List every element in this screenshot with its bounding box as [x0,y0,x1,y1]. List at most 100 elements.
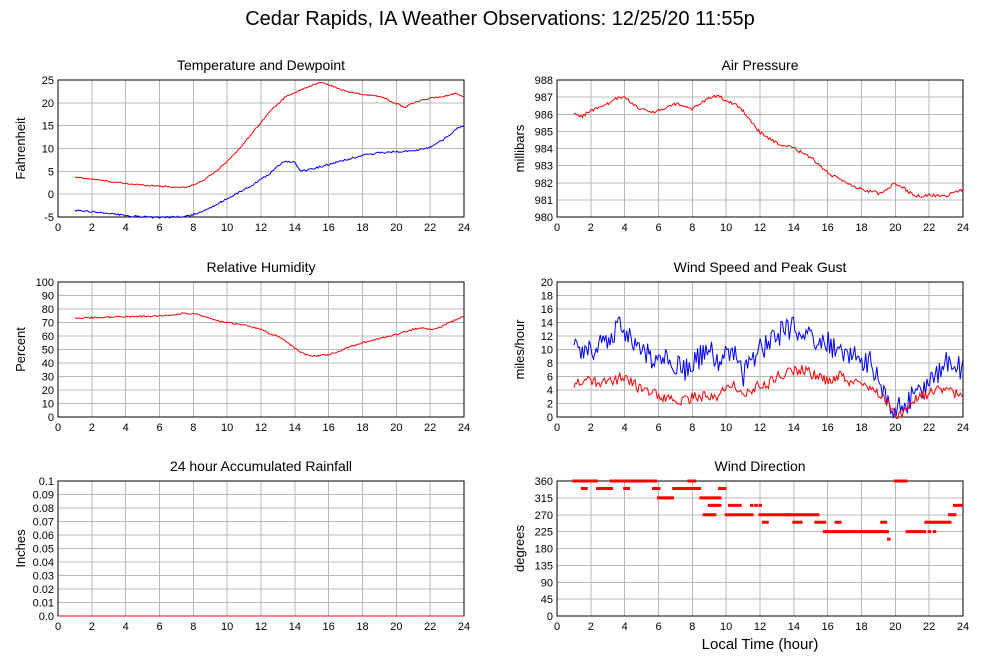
direction-point [924,520,928,524]
direction-point [646,479,650,483]
x-tick-label: 24 [957,621,969,633]
x-tick-label: 24 [957,422,969,434]
x-tick-label: 12 [754,222,766,234]
y-tick-label: 40 [42,358,54,370]
direction-point [813,513,817,517]
direction-point [653,479,658,483]
direction-point [810,513,814,517]
chart-title: 24 hour Accumulated Rainfall [170,458,352,474]
direction-point [932,530,937,534]
x-tick-label: 16 [323,621,335,633]
direction-point [720,487,724,490]
x-tick-label: 10 [221,422,233,434]
direction-point [799,520,803,524]
x-tick-label: 16 [822,422,834,434]
direction-point [947,520,952,524]
direction-point [841,530,845,534]
direction-point [633,479,638,483]
x-tick-label: 16 [323,222,335,234]
x-tick-label: 12 [255,222,267,234]
x-tick-label: 20 [889,422,901,434]
plot-frame [57,79,465,218]
y-tick-label: 10 [42,144,54,156]
x-tick-label: 10 [720,222,732,234]
series-line-2 [573,364,963,419]
y-tick-label: 60 [42,331,54,343]
direction-point [836,530,841,534]
y-tick-label: 0.0 [39,611,54,623]
y-tick-label: 225 [535,527,553,539]
x-tick-label: 8 [190,621,196,633]
direction-point [710,513,714,517]
direction-point [827,530,831,534]
x-tick-label: 4 [123,222,129,234]
y-tick-label: 16 [541,304,553,316]
direction-point [741,513,746,517]
x-tick-label: 8 [689,621,695,633]
plot-area [573,94,963,198]
x-tick-label: 18 [356,621,368,633]
direction-point [727,513,731,517]
direction-point [829,530,834,534]
direction-point [724,513,729,517]
y-tick-label: 983 [535,161,553,173]
direction-point [657,496,661,500]
direction-point [690,487,695,490]
x-tick-label: 2 [588,422,594,434]
direction-point [758,503,762,507]
direction-point [822,530,827,534]
direction-point [899,479,904,483]
y-tick-label: 70 [42,318,54,330]
y-tick-label: 100 [36,277,54,289]
direction-point [758,513,762,517]
direction-point [701,496,706,500]
direction-point [895,479,900,483]
y-tick-label: 180 [535,544,553,556]
y-tick-label: 315 [535,493,553,505]
direction-point [961,503,963,507]
x-tick-label: 20 [889,621,901,633]
direction-point [733,513,737,517]
direction-point [843,530,848,534]
x-tick-label: 2 [588,222,594,234]
direction-point [750,513,754,517]
series-line-2 [74,125,464,219]
direction-point [738,513,743,517]
direction-point [641,479,645,483]
x-tick-label: 20 [889,222,901,234]
x-tick-label: 14 [289,222,301,234]
direction-point [838,520,842,524]
direction-point [722,487,727,490]
direction-point [668,496,672,500]
direction-point [731,503,735,507]
direction-point [782,513,787,517]
direction-point [717,496,722,500]
direction-point [578,479,583,483]
x-tick-label: 18 [356,422,368,434]
y-tick-label: 0.03 [33,571,54,583]
direction-point [580,479,585,483]
direction-point [712,513,717,517]
direction-point [704,496,709,500]
x-tick-label: 2 [588,621,594,633]
direction-point [685,487,690,490]
x-tick-label: 10 [221,222,233,234]
direction-point [702,513,707,517]
y-tick-label: 20 [42,385,54,397]
direction-point [859,530,864,534]
direction-point [574,479,579,483]
direction-point [912,530,917,534]
direction-point [670,496,675,500]
y-tick-label: 360 [535,476,553,488]
plot-area [573,316,963,419]
direction-point [770,513,775,517]
x-tick-label: 16 [822,222,834,234]
x-tick-label: 22 [923,222,935,234]
direction-point [893,479,898,483]
x-tick-label: 22 [424,422,436,434]
direction-point [765,520,769,524]
x-tick-label: 24 [957,222,969,234]
direction-point [940,520,944,524]
